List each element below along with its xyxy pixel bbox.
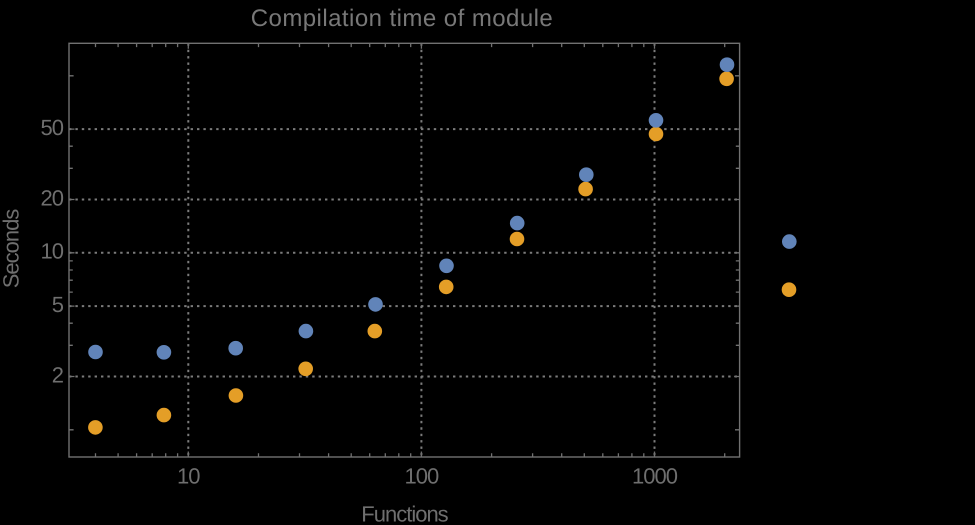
svg-text:Functions: Functions [361,502,448,525]
svg-text:20: 20 [41,185,64,210]
svg-text:5: 5 [52,292,64,317]
svg-text:50: 50 [41,115,64,140]
svg-text:1000: 1000 [632,464,678,489]
svg-text:100: 100 [405,464,439,489]
svg-text:Compilation time of module: Compilation time of module [251,5,554,32]
svg-text:2: 2 [52,362,64,387]
svg-text:10: 10 [41,239,64,264]
svg-text:10: 10 [177,464,200,489]
svg-text:Seconds: Seconds [0,209,23,289]
